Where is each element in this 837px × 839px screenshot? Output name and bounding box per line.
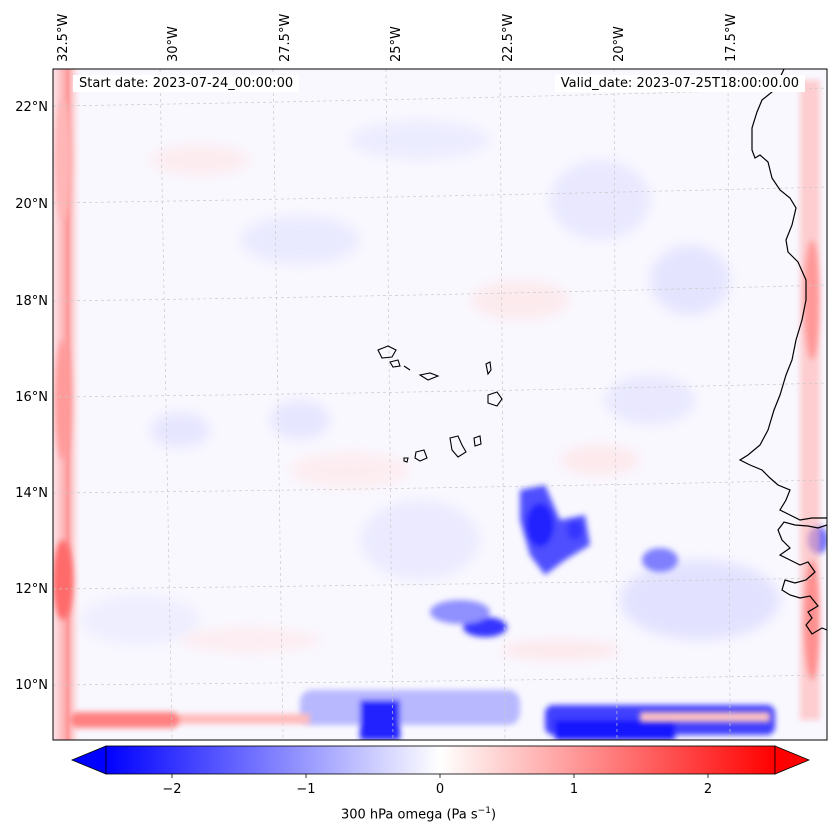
weak-descent-areas — [150, 145, 640, 660]
lon-label: 17.5°W — [724, 14, 739, 62]
lat-label: 16°N — [15, 390, 48, 405]
colorbar-tick: −1 — [296, 782, 315, 797]
lon-label: 22.5°W — [501, 14, 516, 62]
colorbar: −2 −1 0 1 2 — [70, 745, 811, 797]
latitude-labels: 22°N 20°N 18°N 16°N 14°N 12°N 10°N — [15, 100, 48, 693]
lat-label: 22°N — [15, 100, 48, 115]
lat-label: 20°N — [15, 197, 48, 212]
colorbar-tick: 2 — [704, 782, 712, 797]
lon-label: 27.5°W — [278, 14, 293, 62]
african-coastline — [738, 69, 827, 635]
lat-label: 12°N — [15, 582, 48, 597]
colorbar-tick: 1 — [570, 782, 578, 797]
start-date-label: Start date: 2023-07-24_00:00:00 — [73, 75, 300, 92]
lon-label: 20°W — [612, 26, 627, 62]
lon-label: 30°W — [166, 26, 181, 62]
omega-field — [53, 69, 827, 740]
edge-artifacts — [53, 80, 820, 728]
lat-label: 18°N — [15, 294, 48, 309]
lat-label: 10°N — [15, 678, 48, 693]
longitude-labels: 32.5°W 30°W 27.5°W 25°W 22.5°W 20°W 17.5… — [56, 14, 739, 62]
weak-ascent-areas — [80, 120, 780, 645]
valid-date-label: Valid_date: 2023-07-25T18:00:00.00 — [554, 75, 805, 92]
map-frame — [52, 68, 828, 741]
colorbar-tick: 0 — [436, 782, 444, 797]
cape-verde-islands — [377, 345, 503, 463]
colorbar-min-extend — [70, 745, 107, 775]
colorbar-tick: −2 — [162, 782, 181, 797]
gridlines — [53, 69, 827, 740]
colorbar-label: 300 hPa omega (Pa s−1) — [0, 806, 837, 822]
colorbar-bar — [105, 745, 776, 775]
colorbar-label-exponent: −1 — [477, 806, 491, 816]
colorbar-label-text: 300 hPa omega (Pa s — [340, 807, 478, 823]
strong-ascent-areas — [300, 485, 827, 740]
colorbar-max-extend — [774, 745, 811, 775]
lat-label: 14°N — [15, 486, 48, 501]
lon-label: 32.5°W — [56, 14, 71, 62]
lon-label: 25°W — [389, 26, 404, 62]
colorbar-label-close: ) — [490, 807, 497, 823]
